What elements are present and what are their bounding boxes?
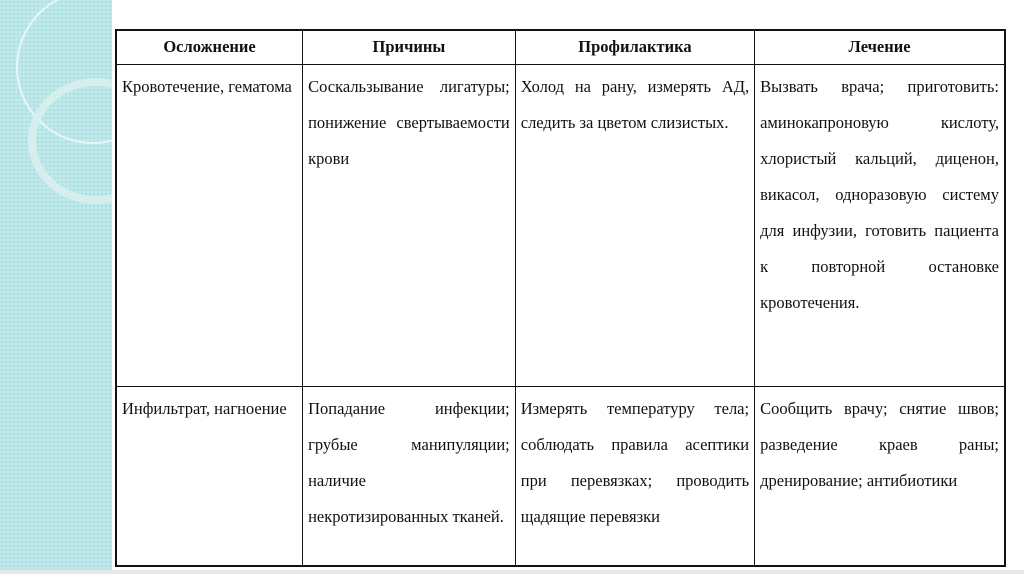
- cell-causes: Попадание инфекции; грубые манипуляции; …: [302, 386, 516, 567]
- cell-prevention: Холод на рану, измерять АД, следить за ц…: [514, 64, 756, 387]
- decorative-side-strip: [0, 0, 112, 574]
- header-prevention: Профилактика: [514, 29, 756, 65]
- cell-prevention: Измерять температуру тела; соблюдать пра…: [514, 386, 756, 567]
- cell-complication: Инфильтрат, нагноение: [115, 386, 304, 567]
- header-complication: Осложнение: [115, 29, 304, 65]
- cell-treatment: Вызвать врача; приготовить: аминокапроно…: [754, 64, 1006, 387]
- cell-causes: Соскальзывание лигатуры; понижение сверт…: [302, 64, 516, 387]
- table-row: Кровотечение, гематома Соскальзывание ли…: [115, 64, 1006, 387]
- header-causes: Причины: [302, 29, 516, 65]
- table-row: Инфильтрат, нагноение Попадание инфекции…: [115, 386, 1006, 567]
- cell-treatment: Сообщить врачу; снятие швов; разведение …: [754, 386, 1006, 567]
- header-row: Осложнение Причины Профилактика Лечение: [115, 29, 1006, 65]
- header-treatment: Лечение: [754, 29, 1006, 65]
- cell-complication: Кровотечение, гематома: [115, 64, 304, 387]
- slide-bottom-edge: [0, 570, 1024, 574]
- complications-table: Осложнение Причины Профилактика Лечение …: [115, 29, 1006, 567]
